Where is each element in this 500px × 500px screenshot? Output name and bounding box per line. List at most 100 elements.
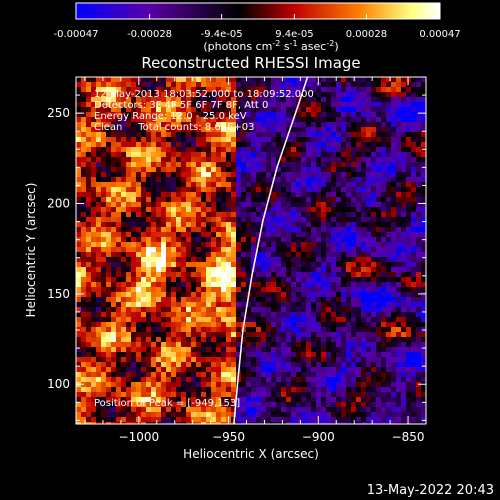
heatmap-cell <box>146 152 151 157</box>
heatmap-cell <box>246 147 251 152</box>
heatmap-cell <box>171 247 176 252</box>
heatmap-cell <box>356 207 361 212</box>
heatmap-cell <box>181 127 186 132</box>
heatmap-cell <box>361 132 366 137</box>
heatmap-cell <box>366 152 371 157</box>
heatmap-cell <box>131 372 136 377</box>
heatmap-cell <box>286 177 291 182</box>
heatmap-cell <box>156 257 161 262</box>
heatmap-cell <box>131 97 136 102</box>
heatmap-cell <box>111 187 116 192</box>
heatmap-cell <box>246 372 251 377</box>
heatmap-cell <box>181 347 186 352</box>
heatmap-cell <box>371 172 376 177</box>
heatmap-cell <box>141 112 146 117</box>
heatmap-cell <box>386 122 391 127</box>
heatmap-cell <box>116 317 121 322</box>
heatmap-cell <box>361 337 366 342</box>
heatmap-cell <box>311 172 316 177</box>
heatmap-cell <box>321 177 326 182</box>
heatmap-cell <box>81 267 86 272</box>
heatmap-cell <box>281 137 286 142</box>
heatmap-cell <box>181 307 186 312</box>
heatmap-cell <box>166 382 171 387</box>
heatmap-cell <box>386 132 391 137</box>
heatmap-cell <box>171 317 176 322</box>
heatmap-cell <box>401 137 406 142</box>
heatmap-cell <box>401 242 406 247</box>
heatmap-cell <box>356 277 361 282</box>
heatmap-cell <box>291 142 296 147</box>
heatmap-cell <box>96 327 101 332</box>
heatmap-cell <box>376 277 381 282</box>
heatmap-cell <box>291 227 296 232</box>
heatmap-cell <box>166 167 171 172</box>
heatmap-cell <box>341 332 346 337</box>
heatmap-cell <box>101 192 106 197</box>
heatmap-cell <box>261 397 266 402</box>
heatmap-cell <box>126 122 131 127</box>
heatmap-cell <box>146 137 151 142</box>
heatmap-cell <box>146 287 151 292</box>
heatmap-cell <box>316 207 321 212</box>
heatmap-cell <box>246 322 251 327</box>
heatmap-cell <box>151 207 156 212</box>
heatmap-cell <box>181 327 186 332</box>
heatmap-cell <box>106 272 111 277</box>
heatmap-cell <box>196 297 201 302</box>
heatmap-cell <box>311 262 316 267</box>
heatmap-cell <box>246 387 251 392</box>
heatmap-cell <box>226 362 231 367</box>
heatmap-cell <box>131 172 136 177</box>
heatmap-cell <box>391 332 396 337</box>
heatmap-cell <box>396 222 401 227</box>
heatmap-cell <box>241 332 246 337</box>
heatmap-cell <box>256 362 261 367</box>
heatmap-cell <box>406 117 411 122</box>
heatmap-cell <box>261 377 266 382</box>
heatmap-cell <box>91 202 96 207</box>
heatmap-cell <box>336 252 341 257</box>
heatmap-cell <box>111 87 116 92</box>
heatmap-cell <box>406 97 411 102</box>
heatmap-cell <box>221 372 226 377</box>
heatmap-cell <box>221 157 226 162</box>
heatmap-cell <box>211 182 216 187</box>
heatmap-cell <box>406 397 411 402</box>
heatmap-cell <box>126 407 131 412</box>
heatmap-cell <box>206 322 211 327</box>
heatmap-cell <box>371 112 376 117</box>
heatmap-cell <box>176 407 181 412</box>
heatmap-cell <box>421 92 426 97</box>
heatmap-cell <box>166 147 171 152</box>
heatmap-cell <box>266 337 271 342</box>
heatmap-cell <box>291 252 296 257</box>
heatmap-cell <box>336 407 341 412</box>
heatmap-cell <box>336 77 341 82</box>
heatmap-cell <box>91 352 96 357</box>
heatmap-cell <box>136 317 141 322</box>
heatmap-cell <box>261 107 266 112</box>
heatmap-cell <box>191 137 196 142</box>
heatmap-cell <box>281 202 286 207</box>
heatmap-cell <box>331 312 336 317</box>
heatmap-cell <box>296 352 301 357</box>
heatmap-cell <box>101 267 106 272</box>
heatmap-cell <box>81 212 86 217</box>
heatmap-cell <box>346 322 351 327</box>
heatmap-cell <box>191 392 196 397</box>
heatmap-cell <box>176 247 181 252</box>
heatmap-cell <box>261 267 266 272</box>
heatmap-cell <box>86 282 91 287</box>
heatmap-cell <box>86 117 91 122</box>
heatmap-cell <box>116 192 121 197</box>
heatmap-cell <box>196 377 201 382</box>
heatmap-cell <box>281 257 286 262</box>
heatmap-cell <box>101 82 106 87</box>
heatmap-cell <box>141 342 146 347</box>
heatmap-cell <box>136 352 141 357</box>
heatmap-cell <box>326 392 331 397</box>
heatmap-cell <box>196 422 201 424</box>
heatmap-cell <box>151 307 156 312</box>
heatmap-cell <box>386 297 391 302</box>
